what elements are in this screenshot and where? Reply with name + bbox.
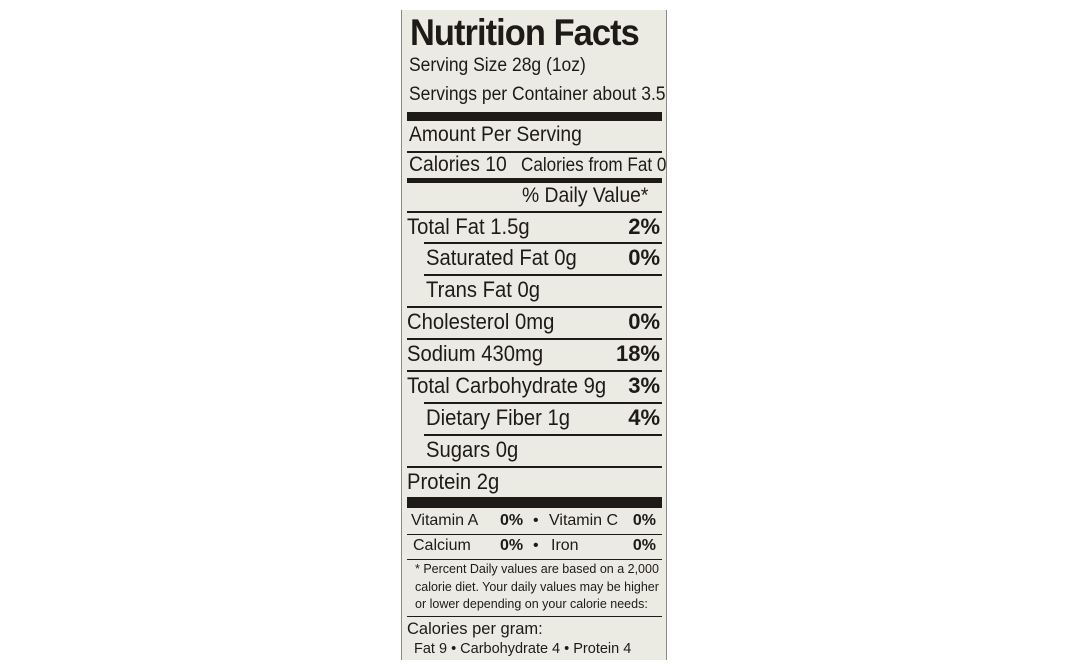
nutrient-percent: 2% bbox=[628, 214, 660, 239]
daily-value-header: % Daily Value* bbox=[522, 184, 649, 207]
mineral-row: Calcium 0% • Iron 0% bbox=[411, 537, 656, 559]
amount-per-serving: Amount Per Serving bbox=[409, 123, 582, 146]
nutrient-name: Trans Fat 0g bbox=[426, 277, 540, 302]
nutrient-name: Dietary Fiber 1g bbox=[426, 405, 570, 430]
nutrient-row-protein: Protein 2g bbox=[407, 469, 660, 499]
footnote: * Percent Daily values are based on a 2,… bbox=[415, 562, 659, 611]
calories-per-gram-detail: Fat 9 • Carbohydrate 4 • Protein 4 bbox=[414, 641, 632, 657]
serving-size: Serving Size 28g (1oz) bbox=[409, 55, 586, 76]
label-title: Nutrition Facts bbox=[410, 12, 640, 53]
iron-label: Iron bbox=[551, 537, 579, 554]
calcium-label: Calcium bbox=[413, 537, 471, 554]
medium-divider bbox=[407, 178, 662, 183]
divider bbox=[407, 370, 662, 372]
nutrient-row-sodium: Sodium 430mg 18% bbox=[407, 341, 660, 371]
nutrient-name: Total Carbohydrate 9g bbox=[407, 373, 607, 398]
nutrition-label: Nutrition Facts Serving Size 28g (1oz) S… bbox=[401, 10, 667, 660]
vitamin-a-percent: 0% bbox=[500, 512, 524, 529]
nutrient-percent: 0% bbox=[628, 309, 660, 334]
divider bbox=[424, 274, 662, 276]
divider bbox=[424, 402, 662, 404]
nutrient-row-dietary-fiber: Dietary Fiber 1g 4% bbox=[407, 405, 660, 435]
nutrient-name: Cholesterol 0mg bbox=[407, 309, 555, 334]
divider bbox=[407, 338, 662, 340]
nutrient-percent: 18% bbox=[615, 341, 660, 366]
calcium-percent: 0% bbox=[500, 537, 524, 554]
nutrient-name: Saturated Fat 0g bbox=[426, 245, 577, 270]
iron-percent: 0% bbox=[632, 537, 656, 554]
vitamin-row: Vitamin A 0% • Vitamin C 0% bbox=[411, 512, 656, 534]
vitamin-a-label: Vitamin A bbox=[411, 512, 479, 529]
nutrient-name: Sodium 430mg bbox=[407, 341, 544, 366]
divider bbox=[407, 211, 662, 213]
nutrient-name: Sugars 0g bbox=[426, 437, 519, 462]
divider bbox=[407, 466, 662, 468]
thick-divider bbox=[407, 112, 662, 121]
calories-per-gram: Calories per gram: bbox=[407, 620, 543, 638]
nutrient-row-total-fat: Total Fat 1.5g 2% bbox=[407, 214, 660, 244]
calories: Calories 10 bbox=[409, 153, 507, 176]
vitamin-c-label: Vitamin C bbox=[549, 512, 619, 529]
nutrient-percent: 0% bbox=[628, 245, 660, 270]
nutrient-row-saturated-fat: Saturated Fat 0g 0% bbox=[407, 245, 660, 275]
divider bbox=[407, 151, 662, 153]
thick-divider bbox=[407, 497, 662, 508]
nutrient-row-total-carbohydrate: Total Carbohydrate 9g 3% bbox=[407, 373, 660, 403]
bullet: • bbox=[533, 537, 539, 554]
nutrient-name: Protein 2g bbox=[407, 469, 500, 494]
servings-per-container: Servings per Container about 3.5 bbox=[409, 84, 666, 105]
vitamin-c-percent: 0% bbox=[632, 512, 656, 529]
bullet: • bbox=[533, 512, 539, 529]
divider bbox=[407, 616, 662, 617]
divider bbox=[407, 306, 662, 308]
divider bbox=[424, 242, 662, 244]
nutrient-row-sugars: Sugars 0g bbox=[407, 437, 660, 467]
nutrient-percent: 3% bbox=[628, 373, 660, 398]
divider bbox=[407, 559, 662, 560]
divider bbox=[424, 434, 662, 436]
nutrient-row-cholesterol: Cholesterol 0mg 0% bbox=[407, 309, 660, 339]
nutrient-row-trans-fat: Trans Fat 0g bbox=[407, 277, 660, 307]
divider bbox=[407, 534, 662, 535]
nutrient-name: Total Fat 1.5g bbox=[407, 214, 530, 239]
calories-from-fat: Calories from Fat 0 bbox=[521, 155, 667, 176]
nutrient-percent: 4% bbox=[628, 405, 660, 430]
